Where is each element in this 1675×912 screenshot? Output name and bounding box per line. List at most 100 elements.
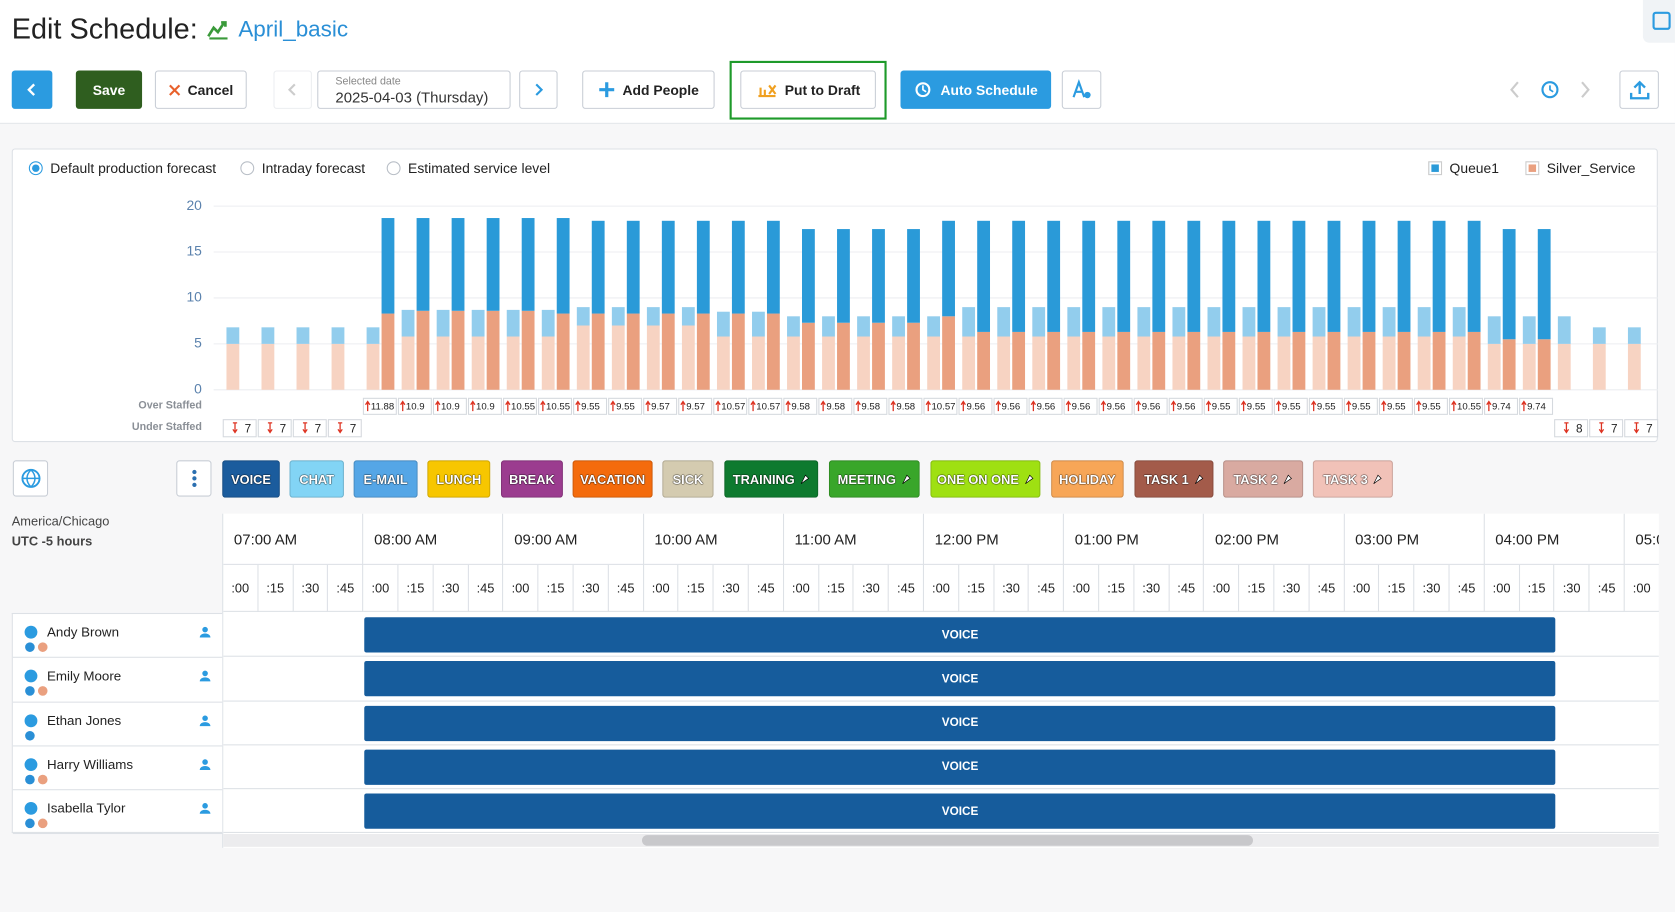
date-picker[interactable]: Selected date 2025-04-03 (Thursday) xyxy=(317,70,510,108)
people-list: Andy BrownEmily MooreEthan JonesHarry Wi… xyxy=(12,613,222,833)
person-row: Emily Moore xyxy=(13,658,222,702)
next-date-button[interactable] xyxy=(519,70,557,108)
activity-chip[interactable]: HOLIDAY xyxy=(1051,460,1124,497)
history-hand xyxy=(1550,85,1553,91)
activity-chip[interactable]: VOICE xyxy=(222,460,280,497)
quarter-cell: :45 xyxy=(469,565,504,612)
add-people-label: Add People xyxy=(622,82,698,98)
person-shape xyxy=(200,715,211,726)
pin-shape xyxy=(801,475,808,484)
activity-chip[interactable]: SICK xyxy=(662,460,713,497)
hour-label: 09:00 AM xyxy=(514,530,577,547)
legend-marker xyxy=(1526,162,1538,174)
hour-label: 04:00 PM xyxy=(1495,530,1559,547)
activity-bar[interactable]: VOICE xyxy=(364,794,1555,829)
date-caption: Selected date xyxy=(335,76,400,88)
activity-chip[interactable]: ONE ON ONE xyxy=(930,460,1040,497)
history-nav xyxy=(1504,77,1600,103)
activity-bar[interactable]: VOICE xyxy=(364,617,1555,652)
quarter-label: :00 xyxy=(1352,580,1370,595)
schedule-name[interactable]: April_basic xyxy=(238,17,348,43)
quarter-cell: :30 xyxy=(854,565,889,612)
pin-shape xyxy=(1195,475,1202,484)
help-badge xyxy=(25,802,38,815)
person-shape xyxy=(200,671,211,682)
activity-chip[interactable]: E-MAIL xyxy=(354,460,418,497)
forecast-option[interactable]: Default production forecast xyxy=(29,158,216,177)
activity-chip[interactable]: VACATION xyxy=(573,460,653,497)
timezone-offset: UTC -5 hours xyxy=(12,534,92,549)
activity-label: TASK 2 xyxy=(1233,471,1278,486)
scrollbar-thumb[interactable] xyxy=(642,835,1253,846)
put-to-draft-button[interactable]: Put to Draft xyxy=(740,70,876,108)
quarter-cell: :45 xyxy=(328,565,363,612)
activity-chip[interactable]: LUNCH xyxy=(427,460,490,497)
activity-label: MEETING xyxy=(838,471,896,486)
quarter-cell: :15 xyxy=(959,565,994,612)
settings-button[interactable] xyxy=(1062,70,1102,108)
save-button[interactable]: Save xyxy=(76,70,142,108)
activity-bar-label: VOICE xyxy=(942,805,979,818)
person-row: Ethan Jones xyxy=(13,702,222,746)
legend-label: Queue1 xyxy=(1450,160,1499,176)
quarter-cell: :30 xyxy=(1274,565,1309,612)
help-badge xyxy=(25,626,38,639)
activity-chip[interactable]: TASK 2 xyxy=(1223,460,1303,497)
activity-chip[interactable]: CHAT xyxy=(289,460,343,497)
activity-chip[interactable]: TRAINING xyxy=(724,460,818,497)
legend-label: Silver_Service xyxy=(1547,160,1636,176)
forecast-option[interactable]: Estimated service level xyxy=(387,158,550,177)
menu-button[interactable] xyxy=(176,460,211,496)
legend-item: Queue1 xyxy=(1429,158,1499,177)
auto-schedule-button[interactable]: Auto Schedule xyxy=(900,70,1051,108)
activity-bar[interactable]: VOICE xyxy=(364,750,1555,785)
quarter-label: :45 xyxy=(1317,580,1335,595)
cancel-button[interactable]: Cancel xyxy=(155,70,247,108)
activity-chip[interactable]: BREAK xyxy=(501,460,563,497)
redo[interactable] xyxy=(1582,82,1588,97)
hour-label: 01:00 PM xyxy=(1075,530,1139,547)
activity-chip[interactable]: TASK 1 xyxy=(1134,460,1213,497)
auto-icon xyxy=(914,80,933,99)
hour-cell: 12:00 PM xyxy=(924,514,1064,565)
quarter-label: :15 xyxy=(1247,580,1265,595)
prev-date-button[interactable] xyxy=(273,70,311,108)
pin-shape xyxy=(902,475,909,484)
hour-cell: 01:00 PM xyxy=(1064,514,1204,565)
quarter-cell: :00 xyxy=(504,565,539,612)
help-tab[interactable] xyxy=(1643,0,1675,43)
export-button[interactable] xyxy=(1619,70,1659,108)
activity-chip[interactable]: TASK 3 xyxy=(1313,460,1393,497)
activity-label: E-MAIL xyxy=(364,471,408,486)
back-icon xyxy=(26,82,39,97)
pin-icon xyxy=(1023,474,1034,485)
prev-icon xyxy=(287,82,298,97)
quarter-cell: :15 xyxy=(1379,565,1414,612)
hour-cell: 11:00 AM xyxy=(784,514,924,565)
queue-dot xyxy=(25,686,35,696)
activity-chip[interactable]: MEETING xyxy=(829,460,920,497)
activity-label: TASK 1 xyxy=(1144,471,1189,486)
activity-label: SICK xyxy=(673,471,704,486)
quarter-label: :15 xyxy=(827,580,845,595)
schedule-icon xyxy=(206,19,230,40)
timezone-button[interactable] xyxy=(13,460,48,496)
person-row: Andy Brown xyxy=(13,614,222,658)
save-label: Save xyxy=(93,82,125,98)
quarter-label: :00 xyxy=(371,580,389,595)
pin-icon xyxy=(900,474,911,485)
help-badge xyxy=(25,670,38,683)
settings-icon xyxy=(1070,79,1094,100)
timeline: 07:00 AM:00:15:30:4508:00 AM:00:15:30:45… xyxy=(222,514,1659,848)
forecast-option[interactable]: Intraday forecast xyxy=(240,158,365,177)
quarter-label: :30 xyxy=(862,580,880,595)
add-people-button[interactable]: Add People xyxy=(582,70,714,108)
radio-circle xyxy=(29,161,43,175)
activity-bar[interactable]: VOICE xyxy=(364,661,1555,696)
queue-dot xyxy=(38,642,48,652)
undo[interactable] xyxy=(1512,82,1518,97)
quarter-label: :00 xyxy=(1212,580,1230,595)
back-button[interactable] xyxy=(12,70,53,108)
quarter-cell: :15 xyxy=(1520,565,1555,612)
activity-bar[interactable]: VOICE xyxy=(364,705,1555,740)
